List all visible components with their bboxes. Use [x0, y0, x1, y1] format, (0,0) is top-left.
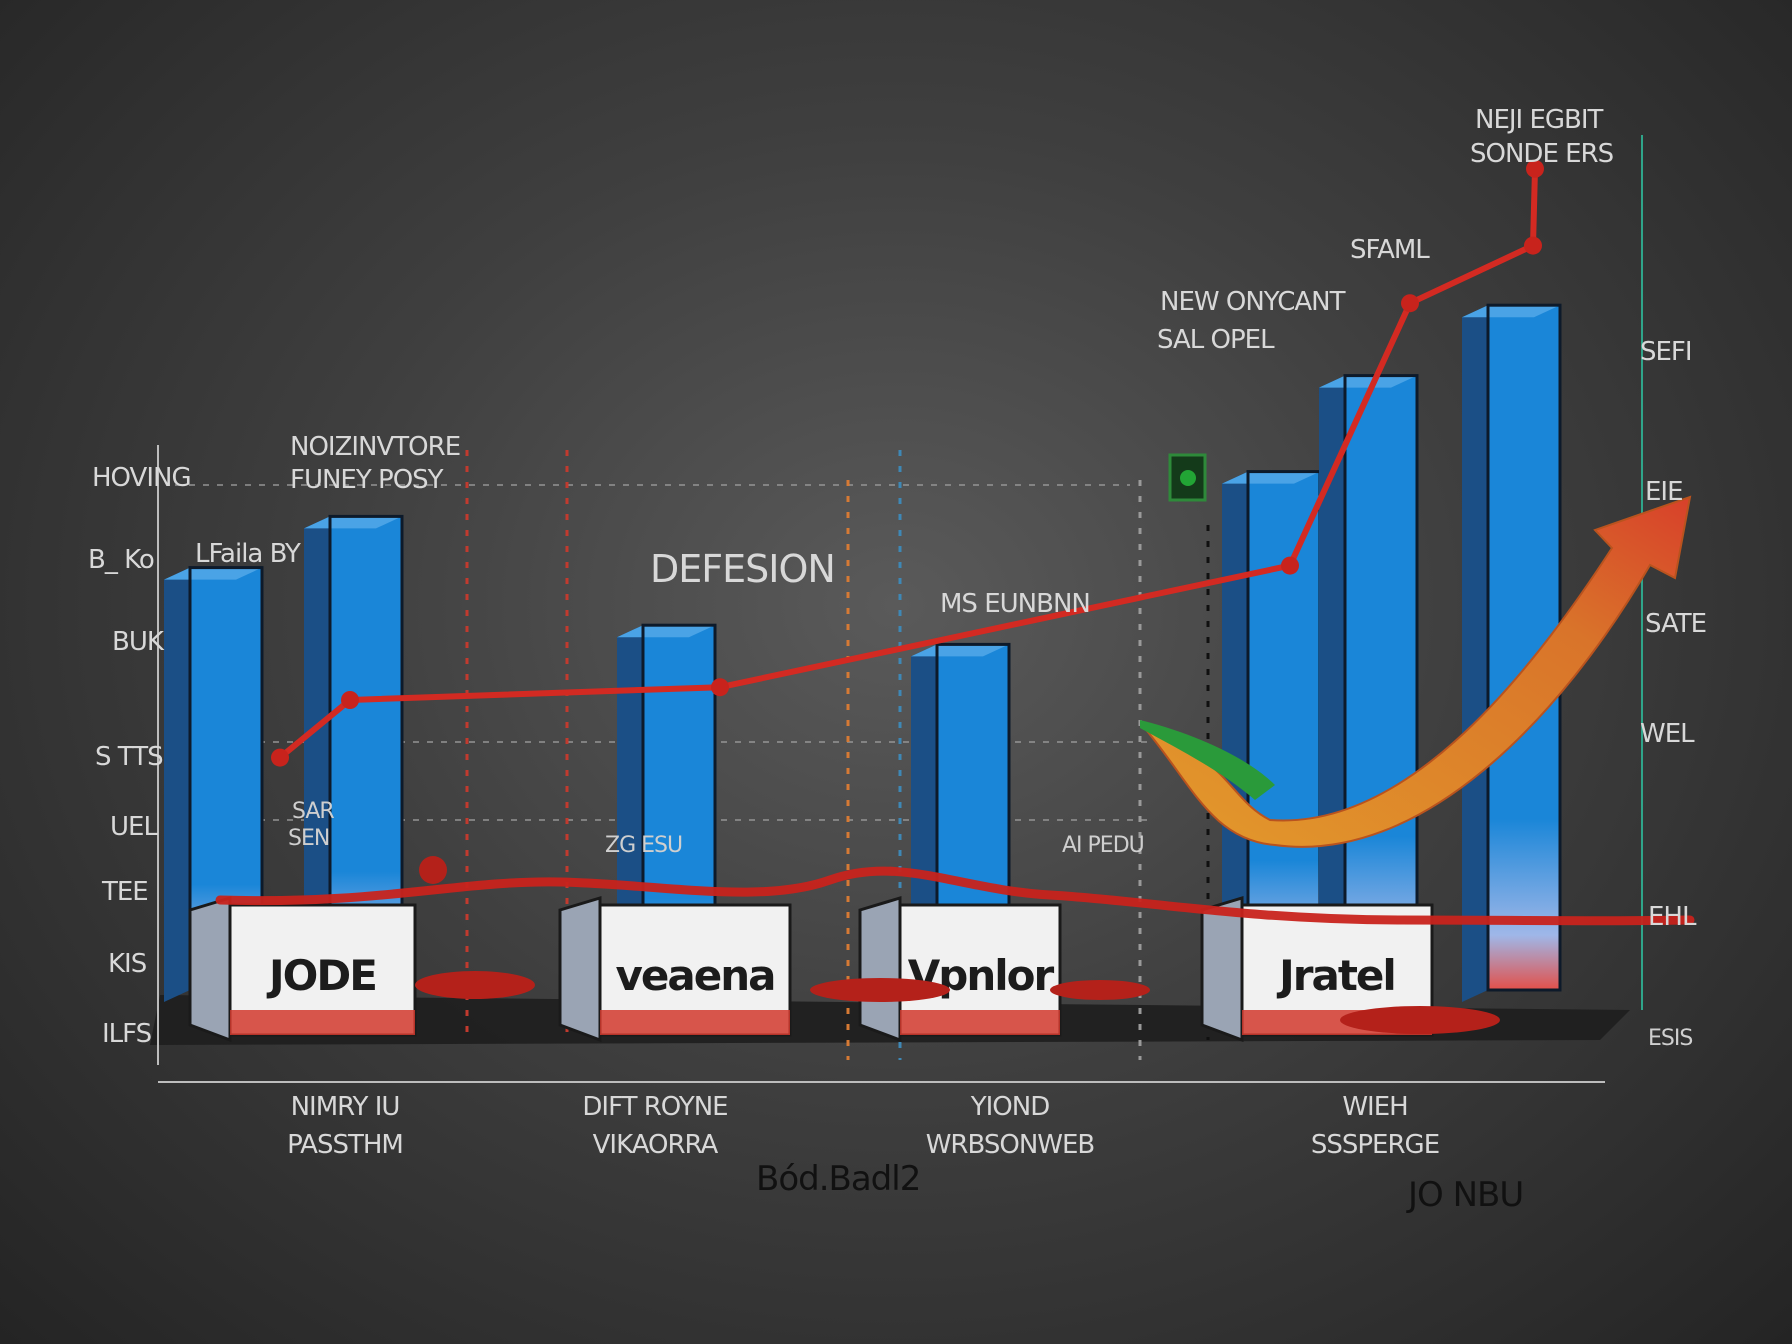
red-baseline-line — [215, 866, 1695, 926]
x-label-1-2: PASSTHM — [287, 1130, 403, 1160]
annotation-new-point-2: SAL OPEL — [1157, 325, 1275, 355]
red-splatter — [415, 856, 1500, 1034]
trend-point-1 — [271, 748, 289, 767]
annotation-small-left-2: SEN — [288, 826, 329, 851]
x-label-2-1: DIFT ROYNE — [582, 1092, 727, 1122]
plate-label-4: Jratel — [1276, 951, 1395, 1000]
trend-point-7 — [1526, 159, 1544, 178]
x-axis-labels: NIMRY IU PASSTHM DIFT ROYNE VIKAORRA YIOND WR… — [287, 1092, 1440, 1160]
y-tick-left-4: S TTS — [95, 742, 163, 772]
x-label-2-2: VIKAORRA — [593, 1130, 719, 1160]
annotation-deression: DEFESION — [650, 547, 835, 591]
trend-point-2 — [341, 691, 359, 709]
trend-point-6 — [1524, 236, 1542, 255]
y-tick-right-2: EIE — [1645, 477, 1683, 507]
annotation-left-note: LFaila BY — [195, 539, 301, 569]
bottom-label-1: Bód.Badl2 — [756, 1159, 920, 1199]
y-tick-right-1: SEFI — [1640, 337, 1692, 367]
annotation-small-left-1: SAR — [292, 799, 334, 824]
annotation-small-mid: ZG ESU — [605, 833, 682, 858]
y-tick-left-8: ILFS — [102, 1019, 152, 1049]
annotation-mid-note: MS EUNBNN — [940, 589, 1090, 619]
plate-1: JODE — [188, 895, 417, 1043]
x-label-4-1: WIEH — [1342, 1092, 1407, 1122]
trend-point-4 — [1281, 556, 1299, 575]
y-tick-left-2: B_ Ko — [88, 545, 154, 575]
annotation-left-peak-2: FUNEY POSY — [290, 465, 444, 495]
x-label-3-1: YIOND — [970, 1092, 1049, 1122]
y-tick-right-6: ESIS — [1648, 1026, 1692, 1051]
x-label-4-2: SSSPERGE — [1311, 1130, 1439, 1160]
trend-points — [271, 159, 1544, 767]
annotation-new-point-1: NEW ONYCANT — [1160, 287, 1346, 317]
y-tick-right-3: SATE — [1645, 609, 1706, 639]
trend-point-5 — [1401, 294, 1419, 313]
y-tick-labels-left: HOVING B_ Ko BUK S TTS UEL TEE KIS ILFS — [88, 463, 192, 1049]
plate-label-2: veaena — [616, 951, 775, 1000]
y-tick-left-1: HOVING — [92, 463, 191, 493]
y-tick-left-7: KIS — [108, 949, 147, 979]
y-tick-right-5: EHL — [1648, 902, 1697, 932]
annotation-left-peak-1: NOIZINVTORE — [290, 432, 460, 462]
y-tick-left-6: TEE — [101, 877, 148, 907]
green-indicator-dot — [1180, 470, 1196, 486]
annotation-small-mid2: AI PEDU — [1062, 833, 1144, 858]
plate-label-1: JODE — [266, 951, 376, 1000]
plate-3: Vpnlor — [858, 895, 1062, 1043]
plate-2: veaena — [558, 895, 792, 1043]
green-arrow-tail — [1140, 720, 1275, 800]
y-tick-right-4: WEL — [1640, 719, 1695, 749]
y-tick-labels-right: SEFI EIE SATE WEL EHL ESIS — [1640, 337, 1707, 1051]
x-label-3-2: WRBSONWEB — [926, 1130, 1095, 1160]
y-tick-left-5: UEL — [110, 812, 158, 842]
annotation-top-right: NEJI EGBIT SONDE ERS — [1470, 105, 1615, 169]
x-label-1-1: NIMRY IU — [291, 1092, 400, 1122]
bottom-label-2: JO NBU — [1406, 1175, 1523, 1215]
orange-arrow — [1141, 495, 1692, 848]
annotation-top-right-2: SONDE ERS — [1470, 139, 1614, 169]
annotation-spaml: SFAML — [1350, 235, 1430, 265]
annotation-top-right-1: NEJI EGBIT — [1475, 105, 1604, 135]
y-tick-left-3: BUK — [112, 627, 165, 657]
trend-point-3 — [711, 678, 729, 697]
